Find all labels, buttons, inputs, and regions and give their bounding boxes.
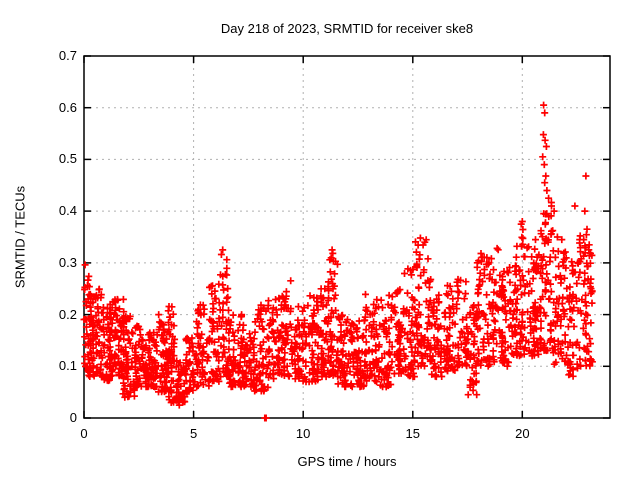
y-tick-label: 0.2 <box>58 306 77 322</box>
y-axis-label: SRMTID / TECUs <box>12 185 28 289</box>
y-tick-label: 0 <box>69 410 77 425</box>
x-tick-label: 10 <box>295 426 311 441</box>
y-tick-label: 0.1 <box>58 358 77 374</box>
y-tick-label: 0.7 <box>58 48 77 63</box>
chart-title: Day 218 of 2023, SRMTID for receiver ske… <box>220 21 474 36</box>
y-tick-label: 0.3 <box>58 254 77 270</box>
x-tick-label: 15 <box>405 426 420 441</box>
data-points <box>80 101 596 422</box>
y-tick-label: 0.4 <box>58 203 77 219</box>
x-tick-label: 20 <box>515 426 530 441</box>
x-tick-label: 0 <box>80 426 88 441</box>
y-tick-label: 0.5 <box>58 151 77 167</box>
plot-border <box>83 55 611 419</box>
x-axis-label: GPS time / hours <box>297 454 397 469</box>
x-tick-label: 5 <box>189 426 198 441</box>
y-tick-label: 0.6 <box>58 99 77 115</box>
